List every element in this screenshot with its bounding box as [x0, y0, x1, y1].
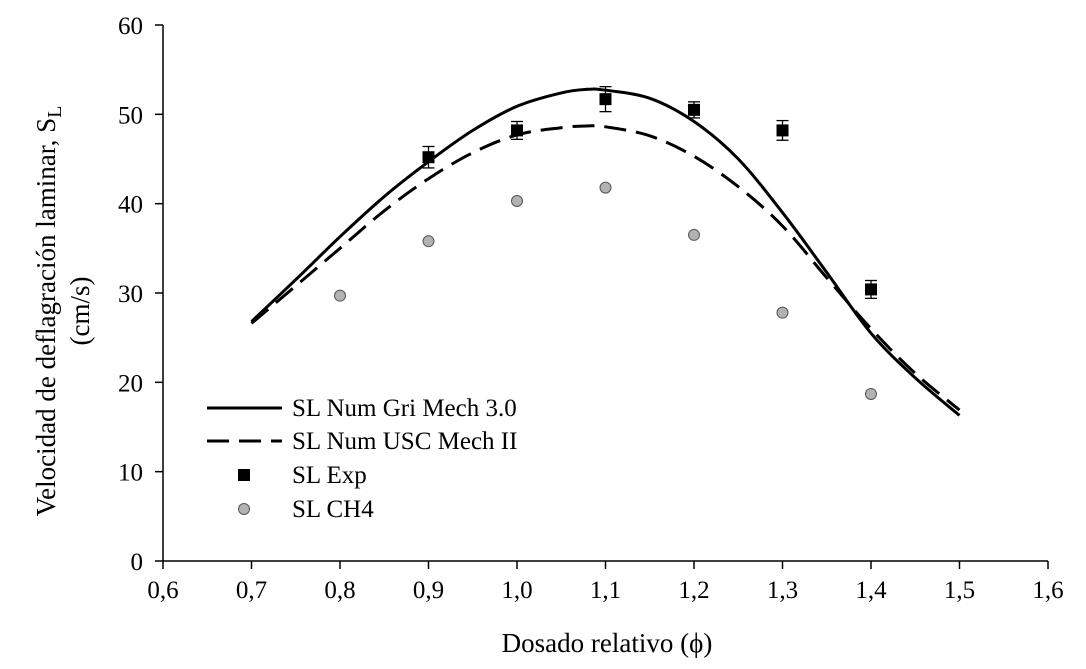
- series-1: [250, 124, 961, 412]
- y-axis-ticks: 0 10 20 30 40 50 60: [118, 13, 163, 576]
- series-line-solid: [250, 87, 961, 417]
- legend-label: SL Num Gri Mech 3.0: [292, 395, 517, 422]
- data-point-circle: [511, 194, 523, 207]
- x-axis-ticks: 0,6 0,7 0,8 0,9 1,0 1,1 1,2 1,3 1,4 1,5 1,6: [147, 561, 1064, 604]
- y-tick-label: 60: [118, 13, 143, 40]
- y-axis-title-line2: (cm/s): [65, 277, 95, 346]
- legend-entry-2: SL Exp: [238, 462, 367, 489]
- data-point-circle: [599, 181, 612, 194]
- legend-label: SL Num USC Mech II: [292, 428, 517, 455]
- legend-entry-1: SL Num USC Mech II: [207, 428, 517, 455]
- legend-entry-3: SL CH4: [238, 496, 374, 523]
- x-tick-label: 1,5: [944, 577, 975, 604]
- legend-swatch-circle: [238, 503, 250, 515]
- series-2: [422, 85, 877, 300]
- data-point-square: [422, 151, 435, 164]
- data-point-circle: [422, 235, 435, 248]
- series-0: [250, 87, 961, 417]
- y-tick-label: 10: [118, 460, 143, 487]
- y-tick-label: 50: [118, 102, 143, 129]
- legend-entry-0: SL Num Gri Mech 3.0: [207, 395, 517, 422]
- legend: SL Num Gri Mech 3.0 SL Num USC Mech II SL …: [207, 395, 517, 523]
- data-point-square: [688, 103, 700, 116]
- y-axis-title: Velocidad de deflagración laminar, SL (c…: [31, 106, 95, 517]
- x-tick-label: 0,8: [324, 577, 355, 604]
- x-tick-label: 1,1: [590, 577, 621, 604]
- series-line-dashed: [250, 124, 961, 412]
- y-axis-title-main: Velocidad de deflagración laminar, S: [31, 118, 61, 517]
- data-point-circle: [776, 306, 789, 319]
- data-point-circle: [865, 387, 877, 400]
- x-tick-label: 1,0: [501, 577, 532, 604]
- x-axis-title: Dosado relativo (ϕ): [502, 628, 713, 658]
- data-point-square: [599, 93, 612, 106]
- x-tick-label: 0,9: [413, 577, 444, 604]
- y-tick-label: 40: [118, 192, 143, 219]
- y-axis-title-subscript: L: [44, 106, 66, 118]
- data-point-square: [511, 124, 523, 137]
- x-tick-label: 1,3: [767, 577, 798, 604]
- y-tick-label: 20: [118, 370, 143, 397]
- y-axis-title-line1: Velocidad de deflagración laminar, SL: [31, 106, 66, 517]
- data-point-square: [776, 124, 789, 137]
- legend-label: SL CH4: [292, 496, 374, 523]
- x-tick-label: 1,6: [1032, 577, 1063, 604]
- x-tick-label: 1,4: [855, 577, 887, 604]
- data-point-circle: [334, 289, 346, 302]
- legend-label: SL Exp: [292, 462, 367, 489]
- y-tick-label: 30: [118, 281, 143, 308]
- x-tick-label: 0,7: [236, 577, 267, 604]
- series-layer: [250, 85, 961, 417]
- series-3: [334, 181, 877, 400]
- x-tick-label: 0,6: [147, 577, 178, 604]
- data-point-square: [865, 283, 877, 296]
- y-tick-label: 0: [131, 549, 144, 576]
- legend-swatch-square: [238, 469, 250, 481]
- x-tick-label: 1,2: [678, 577, 709, 604]
- data-point-circle: [688, 228, 700, 241]
